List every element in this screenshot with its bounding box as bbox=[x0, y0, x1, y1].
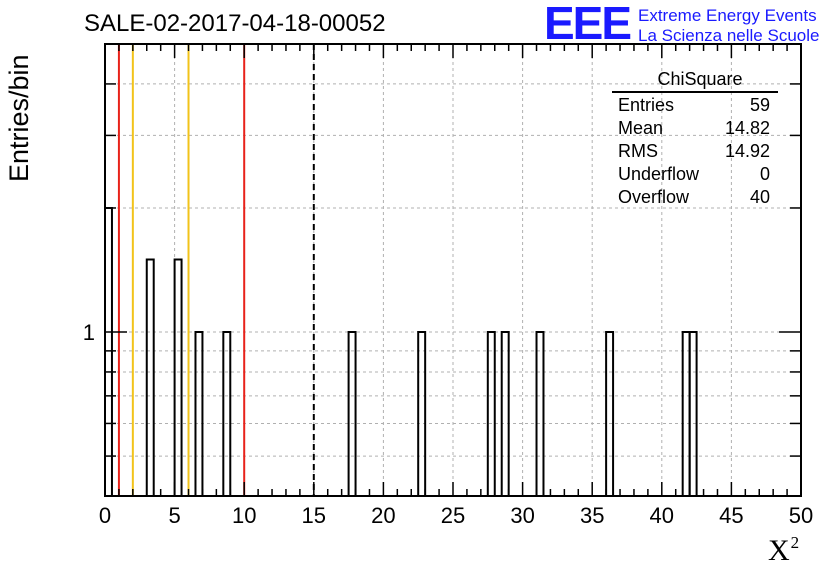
logo-tagline-2: La Scienza nelle Scuole bbox=[638, 26, 820, 45]
histogram-bin bbox=[681, 331, 691, 496]
x-tick-label: 50 bbox=[789, 503, 813, 528]
histogram-bin bbox=[486, 331, 496, 496]
stats-row-rms: RMS 14.92 bbox=[612, 140, 778, 163]
stats-value: 40 bbox=[749, 187, 770, 207]
stats-row-entries: Entries 59 bbox=[612, 94, 778, 117]
histogram-bin bbox=[417, 331, 427, 496]
x-tick-label: 10 bbox=[232, 503, 256, 528]
stats-label: Overflow bbox=[618, 187, 690, 207]
x-tick-label: 5 bbox=[168, 503, 180, 528]
y-tick-label: 1 bbox=[83, 320, 95, 345]
x-axis-label-superscript: 2 bbox=[790, 533, 800, 552]
stats-value: 59 bbox=[749, 95, 770, 115]
stats-label: Underflow bbox=[618, 164, 700, 184]
histogram-bin bbox=[535, 331, 545, 496]
stats-value: 14.92 bbox=[724, 141, 770, 161]
stats-label: Mean bbox=[618, 118, 664, 138]
logo-mark: EEE bbox=[544, 0, 632, 49]
stats-box: ChiSquare Entries 59 Mean 14.82 RMS 14.9… bbox=[612, 68, 778, 209]
histogram-bin bbox=[145, 258, 155, 496]
run-title: SALE-02-2017-04-18-00052 bbox=[84, 10, 386, 37]
histogram-bin bbox=[347, 331, 357, 496]
axis-ticks bbox=[104, 44, 802, 496]
stats-label: Entries bbox=[618, 95, 675, 115]
stats-value: 14.82 bbox=[724, 118, 770, 138]
x-tick-label: 20 bbox=[371, 503, 395, 528]
x-tick-label: 30 bbox=[510, 503, 534, 528]
y-axis-label: Entries/bin bbox=[4, 54, 34, 182]
histogram-bin bbox=[194, 331, 204, 496]
x-axis-label: X2 bbox=[768, 533, 799, 568]
stats-row-overflow: Overflow 40 bbox=[612, 186, 778, 209]
histogram-bin bbox=[222, 331, 232, 496]
threshold-lines bbox=[117, 44, 315, 496]
stats-row-underflow: Underflow 0 bbox=[612, 163, 778, 186]
histogram-bin bbox=[605, 331, 615, 496]
stats-row-mean: Mean 14.82 bbox=[612, 117, 778, 140]
histogram-bars bbox=[104, 206, 698, 496]
stats-value: 0 bbox=[759, 164, 770, 184]
grid-lines bbox=[105, 44, 801, 496]
x-tick-label: 15 bbox=[302, 503, 326, 528]
x-tick-label: 25 bbox=[441, 503, 465, 528]
histogram-bin bbox=[688, 331, 698, 496]
stats-label: RMS bbox=[618, 141, 658, 161]
stats-title: ChiSquare bbox=[657, 69, 743, 89]
histogram-bin bbox=[500, 331, 510, 496]
x-axis-label-base: X bbox=[768, 534, 790, 567]
logo-tagline-1: Extreme Energy Events bbox=[638, 6, 817, 25]
x-tick-label: 0 bbox=[99, 503, 111, 528]
histogram-bin bbox=[104, 206, 113, 496]
x-tick-label: 35 bbox=[580, 503, 604, 528]
histogram-bin bbox=[173, 258, 183, 496]
x-tick-label: 40 bbox=[650, 503, 674, 528]
stats-divider bbox=[612, 91, 778, 93]
eee-logo: EEE Extreme Energy Events La Scienza nel… bbox=[544, 0, 836, 49]
x-tick-label: 45 bbox=[719, 503, 743, 528]
axis-tick-labels: 0 5 10 15 20 25 30 35 40 45 50 1 bbox=[83, 320, 813, 528]
